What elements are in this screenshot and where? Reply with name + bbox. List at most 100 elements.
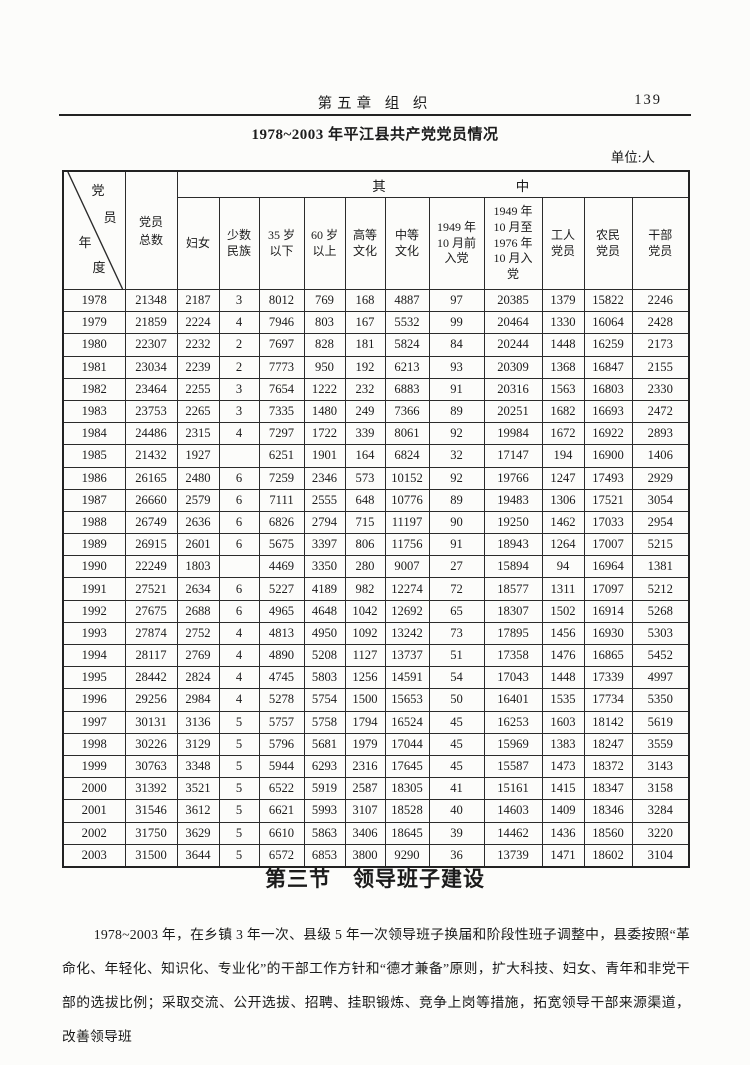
- value-cell: 1500: [344, 688, 386, 712]
- value-cell: 7111: [258, 488, 305, 512]
- value-cell: 5: [218, 821, 260, 845]
- value-cell: 6572: [258, 843, 305, 868]
- value-cell: 16964: [583, 555, 633, 579]
- year-cell: 1983: [62, 399, 126, 424]
- value-cell: 16930: [583, 621, 633, 646]
- value-cell: 92: [428, 466, 485, 490]
- value-cell: 27675: [124, 599, 178, 623]
- table-row: 1982 23464 2255 3 7654 1222 232 6883 91 20316 1563…: [62, 377, 690, 401]
- value-cell: 5: [218, 732, 260, 756]
- corner-cell-year-member: 党员年度: [62, 170, 126, 290]
- value-cell: 26749: [124, 510, 178, 535]
- header-row-span: 党员年度 党员 总数 其 中: [62, 170, 690, 290]
- value-cell: 232: [344, 377, 386, 401]
- value-cell: 13737: [384, 643, 430, 668]
- value-cell: 3: [218, 399, 260, 424]
- value-cell: [218, 555, 260, 579]
- value-cell: 2224: [176, 311, 220, 335]
- table-row: 2003 31500 3644 5 6572 6853 3800 9290 36 13739 147…: [62, 843, 690, 868]
- table-row: 2000 31392 3521 5 6522 5919 2587 18305 41 15161 14…: [62, 777, 690, 801]
- value-cell: 90: [428, 510, 485, 535]
- year-cell: 1991: [62, 577, 126, 601]
- value-cell: 2824: [176, 666, 220, 690]
- value-cell: 18943: [483, 533, 543, 557]
- value-cell: 2: [218, 355, 260, 379]
- value-cell: 5619: [631, 710, 690, 734]
- value-cell: 17033: [583, 510, 633, 535]
- value-cell: 2984: [176, 688, 220, 712]
- table-row: 1984 24486 2315 4 7297 1722 339 8061 92 19984 1672…: [62, 422, 690, 446]
- value-cell: 3220: [631, 821, 690, 845]
- value-cell: 54: [428, 666, 485, 690]
- value-cell: 21348: [124, 288, 178, 313]
- table-row: 1993 27874 2752 4 4813 4950 1092 13242 73 17895 14…: [62, 621, 690, 646]
- value-cell: 18307: [483, 599, 543, 623]
- value-cell: 21859: [124, 311, 178, 335]
- value-cell: 51: [428, 643, 485, 668]
- value-cell: 5863: [303, 821, 346, 845]
- value-cell: 1306: [541, 488, 585, 512]
- year-cell: 1989: [62, 533, 126, 557]
- value-cell: 982: [344, 577, 386, 601]
- value-cell: 1563: [541, 377, 585, 401]
- page-number: 139: [634, 92, 662, 108]
- value-cell: 22249: [124, 555, 178, 579]
- value-cell: 7259: [258, 466, 305, 490]
- value-cell: 6: [218, 488, 260, 512]
- value-cell: 4648: [303, 599, 346, 623]
- value-cell: 4189: [303, 577, 346, 601]
- value-cell: 5796: [258, 732, 305, 756]
- value-cell: 4950: [303, 621, 346, 646]
- year-cell: 1988: [62, 510, 126, 535]
- value-cell: 803: [303, 311, 346, 335]
- value-cell: 15894: [483, 555, 543, 579]
- value-cell: 16900: [583, 444, 633, 468]
- value-cell: 2794: [303, 510, 346, 535]
- value-cell: 4: [218, 621, 260, 646]
- value-cell: 2187: [176, 288, 220, 313]
- value-cell: 5212: [631, 577, 690, 601]
- value-cell: 26165: [124, 466, 178, 490]
- value-cell: 3158: [631, 777, 690, 801]
- year-cell: 1980: [62, 333, 126, 357]
- year-cell: 1992: [62, 599, 126, 623]
- column-header: 35 岁 以下: [258, 197, 305, 290]
- party-members-table: 党员年度 党员 总数 其 中 妇女 少数 民族 35 岁 以下 60 岁 以上 高等 文…: [62, 170, 691, 868]
- value-cell: 2173: [631, 333, 690, 357]
- value-cell: 17339: [583, 666, 633, 690]
- table-row: 1981 23034 2239 2 7773 950 192 6213 93 20309 1368 1…: [62, 355, 690, 379]
- value-cell: 17895: [483, 621, 543, 646]
- column-header: 妇女: [176, 197, 220, 290]
- value-cell: 2634: [176, 577, 220, 601]
- value-cell: 3612: [176, 799, 220, 823]
- year-cell: 1997: [62, 710, 126, 734]
- value-cell: 20309: [483, 355, 543, 379]
- value-cell: 2265: [176, 399, 220, 424]
- value-cell: 5215: [631, 533, 690, 557]
- value-cell: 17358: [483, 643, 543, 668]
- value-cell: 16803: [583, 377, 633, 401]
- table-title: 1978~2003 年平江县共产党党员情况: [251, 127, 499, 143]
- value-cell: 19250: [483, 510, 543, 535]
- value-cell: 5: [218, 710, 260, 734]
- value-cell: 4: [218, 643, 260, 668]
- year-cell: 2000: [62, 777, 126, 801]
- value-cell: 17007: [583, 533, 633, 557]
- column-header-among: 其 中: [176, 170, 690, 198]
- value-cell: 1722: [303, 422, 346, 446]
- value-cell: 1222: [303, 377, 346, 401]
- value-cell: 2330: [631, 377, 690, 401]
- value-cell: 1381: [631, 555, 690, 579]
- value-cell: 7297: [258, 422, 305, 446]
- corner-char: 党: [91, 183, 105, 198]
- value-cell: 27521: [124, 577, 178, 601]
- value-cell: 1311: [541, 577, 585, 601]
- column-header: 1949 年 10 月至 1976 年 10 月入 党: [483, 197, 543, 290]
- year-cell: 2003: [62, 843, 126, 868]
- value-cell: 30763: [124, 754, 178, 779]
- value-cell: 15653: [384, 688, 430, 712]
- value-cell: 18577: [483, 577, 543, 601]
- value-cell: 94: [541, 555, 585, 579]
- value-cell: 12692: [384, 599, 430, 623]
- value-cell: 31392: [124, 777, 178, 801]
